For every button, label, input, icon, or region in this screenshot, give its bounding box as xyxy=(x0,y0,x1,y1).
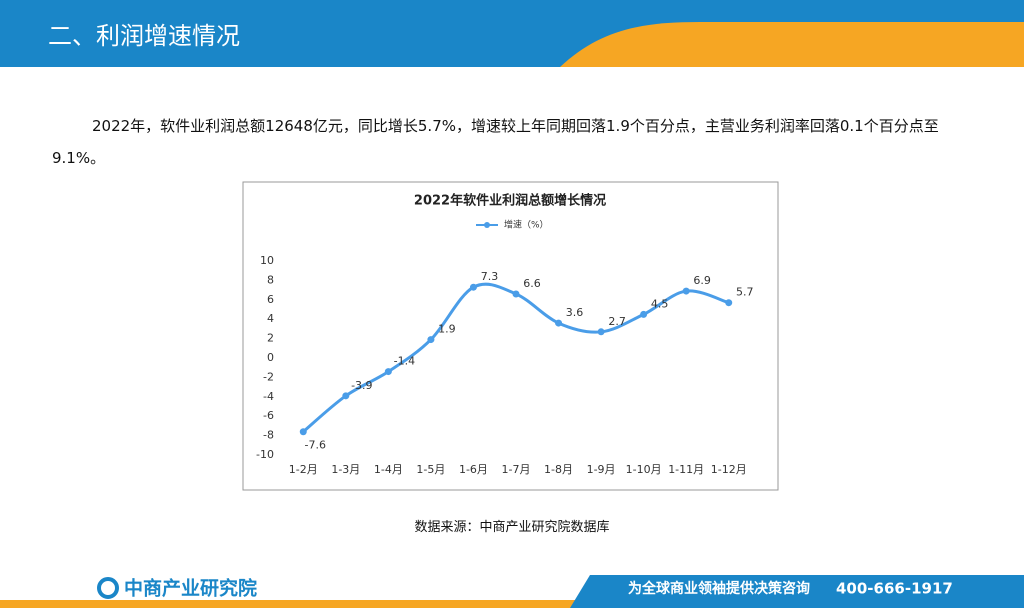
y-tick-label: 2 xyxy=(267,332,274,345)
point xyxy=(725,299,733,307)
point xyxy=(427,336,435,344)
data-label: 6.9 xyxy=(693,274,711,287)
y-tick-label: -8 xyxy=(263,429,274,442)
x-tick-label: 1-6月 xyxy=(459,463,488,476)
footer-phone: 400-666-1917 xyxy=(836,580,953,598)
x-tick-label: 1-7月 xyxy=(502,463,531,476)
y-tick-label: 10 xyxy=(260,254,274,267)
footer-strip xyxy=(0,600,600,608)
legend-marker xyxy=(484,222,490,228)
data-label: 1.9 xyxy=(438,323,456,336)
data-label: 7.3 xyxy=(481,270,499,283)
footer-band xyxy=(570,575,1024,608)
y-tick-label: -6 xyxy=(263,409,274,422)
data-label: -3.9 xyxy=(351,379,372,392)
point xyxy=(682,287,690,295)
y-tick-label: -4 xyxy=(263,390,274,403)
y-tick-label: 4 xyxy=(267,312,274,325)
chart: 2022年软件业利润总额增长情况 -10 -8 -6 -4 -2 0 2 4 6 8 10 1-2月 1… xyxy=(256,193,753,477)
point xyxy=(384,368,392,376)
footer-logo: 中商产业研究院 xyxy=(124,577,257,600)
point xyxy=(640,310,648,318)
y-tick-label: -2 xyxy=(263,370,274,383)
y-tick-label: 0 xyxy=(267,351,274,364)
point xyxy=(342,392,350,400)
legend-label: 增速（%） xyxy=(504,219,549,231)
data-label: 5.7 xyxy=(736,286,754,299)
x-tick-label: 1-10月 xyxy=(626,463,662,476)
x-tick-label: 1-12月 xyxy=(711,463,747,476)
x-tick-label: 1-3月 xyxy=(331,463,360,476)
y-tick-label: 6 xyxy=(267,293,274,306)
header-accent xyxy=(560,22,1024,67)
x-tick-label: 1-2月 xyxy=(289,463,318,476)
x-tick-label: 1-11月 xyxy=(668,463,704,476)
paragraph: 2022年，软件业利润总额12648亿元，同比增长5.7%，增速较上年同期回落1… xyxy=(52,117,939,167)
x-tick-label: 1-9月 xyxy=(587,463,616,476)
y-tick-label: 8 xyxy=(267,273,274,286)
x-tick-label: 1-5月 xyxy=(416,463,445,476)
data-label: 4.5 xyxy=(651,297,669,310)
point xyxy=(299,428,307,436)
x-tick-label: 1-8月 xyxy=(544,463,573,476)
data-label: 3.6 xyxy=(566,306,584,319)
source: 数据来源：中商产业研究院数据库 xyxy=(414,520,610,535)
point xyxy=(597,328,605,336)
chart-title: 2022年软件业利润总额增长情况 xyxy=(414,193,606,209)
point xyxy=(512,290,520,298)
footer-slogan: 为全球商业领袖提供决策咨询 xyxy=(628,580,810,597)
header-title: 二、利润增速情况 xyxy=(48,22,240,50)
chart-frame xyxy=(242,181,779,491)
x-tick-label: 1-4月 xyxy=(374,463,403,476)
logo-mark xyxy=(97,577,119,599)
data-label: 2.7 xyxy=(608,315,626,328)
y-tick-label: -10 xyxy=(256,448,274,461)
data-label: -1.4 xyxy=(394,355,415,368)
data-label: 6.6 xyxy=(523,277,541,290)
point xyxy=(555,319,563,327)
data-label: -7.6 xyxy=(305,439,326,452)
point xyxy=(469,283,477,291)
